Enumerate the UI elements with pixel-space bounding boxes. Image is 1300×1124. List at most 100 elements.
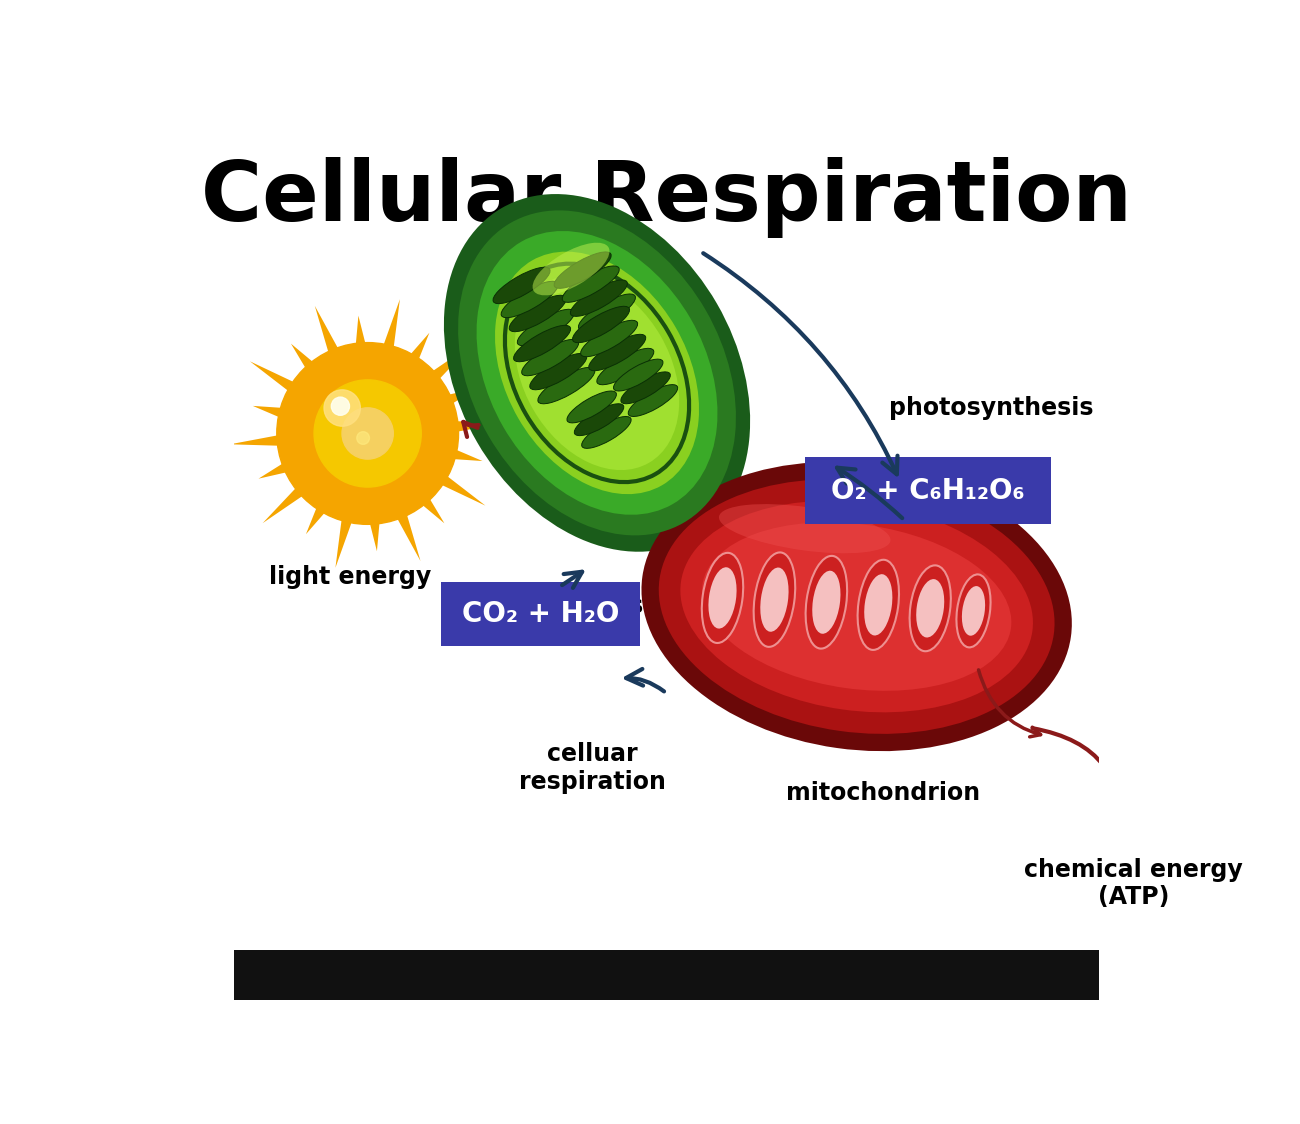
Circle shape — [347, 413, 389, 454]
Ellipse shape — [754, 552, 796, 647]
Ellipse shape — [575, 404, 624, 436]
Text: O₂ + C₆H₁₂O₆: O₂ + C₆H₁₂O₆ — [831, 477, 1024, 505]
FancyArrowPatch shape — [627, 669, 664, 691]
Ellipse shape — [680, 501, 1034, 713]
Ellipse shape — [572, 306, 629, 343]
Ellipse shape — [910, 565, 950, 651]
FancyBboxPatch shape — [805, 456, 1052, 524]
Ellipse shape — [962, 586, 985, 636]
Circle shape — [344, 410, 391, 456]
Text: Cellular Respiration: Cellular Respiration — [200, 156, 1132, 237]
Circle shape — [333, 399, 403, 469]
Ellipse shape — [597, 348, 654, 384]
Ellipse shape — [614, 360, 663, 391]
Bar — [234, 950, 1098, 1000]
Circle shape — [328, 393, 407, 473]
Ellipse shape — [567, 391, 616, 423]
Circle shape — [356, 432, 369, 444]
Circle shape — [335, 401, 400, 466]
Text: CO₂ + H₂O: CO₂ + H₂O — [462, 600, 619, 628]
Polygon shape — [306, 501, 329, 534]
Ellipse shape — [530, 353, 586, 390]
Polygon shape — [406, 333, 429, 365]
Circle shape — [365, 432, 370, 436]
FancyArrowPatch shape — [703, 253, 897, 474]
Polygon shape — [381, 299, 400, 354]
FancyArrowPatch shape — [979, 670, 1040, 737]
Ellipse shape — [517, 309, 575, 346]
Ellipse shape — [719, 504, 891, 553]
Circle shape — [292, 359, 442, 508]
Polygon shape — [315, 306, 341, 359]
Circle shape — [342, 408, 394, 459]
Polygon shape — [259, 460, 292, 479]
Circle shape — [324, 389, 412, 478]
Circle shape — [348, 415, 386, 452]
Ellipse shape — [554, 252, 611, 289]
FancyBboxPatch shape — [441, 582, 641, 645]
Polygon shape — [447, 447, 482, 461]
Circle shape — [303, 369, 433, 499]
Circle shape — [332, 397, 350, 415]
FancyArrowPatch shape — [837, 468, 902, 518]
Ellipse shape — [628, 384, 677, 417]
Ellipse shape — [538, 368, 595, 404]
Circle shape — [280, 345, 456, 522]
Ellipse shape — [458, 210, 736, 535]
Circle shape — [356, 422, 380, 445]
Ellipse shape — [500, 281, 558, 318]
FancyArrowPatch shape — [1032, 728, 1126, 842]
Ellipse shape — [641, 462, 1071, 751]
Ellipse shape — [562, 266, 619, 302]
Text: celluar
respiration: celluar respiration — [519, 743, 666, 795]
Circle shape — [291, 356, 445, 510]
Ellipse shape — [621, 372, 671, 404]
Circle shape — [321, 387, 415, 480]
Polygon shape — [368, 516, 380, 551]
Ellipse shape — [708, 568, 737, 628]
Ellipse shape — [858, 560, 900, 650]
Ellipse shape — [702, 553, 744, 643]
Ellipse shape — [864, 574, 892, 635]
Polygon shape — [335, 514, 354, 568]
Ellipse shape — [493, 268, 550, 303]
Circle shape — [283, 350, 451, 517]
Polygon shape — [263, 483, 308, 523]
Circle shape — [316, 382, 419, 484]
Circle shape — [326, 391, 410, 475]
FancyArrowPatch shape — [562, 572, 582, 588]
Ellipse shape — [916, 579, 944, 637]
Ellipse shape — [589, 334, 646, 371]
Polygon shape — [417, 493, 445, 524]
Text: mitochondrion: mitochondrion — [785, 781, 980, 806]
Circle shape — [286, 352, 450, 515]
Ellipse shape — [702, 523, 1011, 691]
FancyArrowPatch shape — [463, 422, 478, 437]
Circle shape — [338, 404, 398, 464]
Polygon shape — [355, 316, 367, 351]
Polygon shape — [250, 361, 299, 395]
Ellipse shape — [659, 479, 1054, 734]
Text: light energy: light energy — [269, 565, 432, 589]
Polygon shape — [291, 344, 318, 374]
Circle shape — [339, 406, 395, 462]
Ellipse shape — [812, 571, 841, 634]
Circle shape — [360, 426, 374, 441]
Circle shape — [312, 378, 424, 489]
Text: photosynthesis: photosynthesis — [889, 396, 1093, 419]
Circle shape — [330, 396, 404, 471]
Circle shape — [309, 375, 426, 491]
Polygon shape — [394, 508, 420, 561]
Circle shape — [295, 361, 439, 506]
Ellipse shape — [477, 232, 718, 515]
Circle shape — [289, 354, 447, 513]
Ellipse shape — [806, 556, 848, 649]
Polygon shape — [442, 388, 477, 407]
Circle shape — [351, 417, 383, 450]
Circle shape — [354, 419, 382, 447]
Ellipse shape — [581, 417, 630, 448]
Circle shape — [300, 366, 436, 501]
Ellipse shape — [510, 296, 567, 332]
Ellipse shape — [495, 252, 699, 495]
Circle shape — [318, 384, 416, 482]
